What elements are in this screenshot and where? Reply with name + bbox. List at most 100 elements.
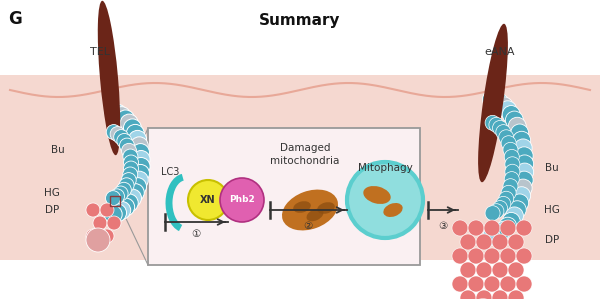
- Text: HG: HG: [44, 188, 60, 198]
- Text: ①: ①: [191, 229, 200, 239]
- Circle shape: [476, 262, 492, 278]
- Circle shape: [487, 91, 505, 109]
- Circle shape: [468, 220, 484, 236]
- Circle shape: [124, 119, 142, 137]
- Text: Bu: Bu: [545, 163, 559, 173]
- Ellipse shape: [478, 24, 508, 182]
- Circle shape: [511, 124, 529, 142]
- Circle shape: [86, 228, 110, 252]
- Text: HG: HG: [544, 205, 560, 215]
- Circle shape: [496, 196, 511, 211]
- Ellipse shape: [293, 201, 311, 213]
- Text: G: G: [8, 10, 22, 28]
- Ellipse shape: [383, 203, 403, 217]
- Circle shape: [515, 171, 533, 189]
- Text: mitochondria: mitochondria: [271, 156, 340, 166]
- Circle shape: [508, 201, 526, 219]
- Circle shape: [452, 220, 468, 236]
- Circle shape: [132, 150, 150, 169]
- Circle shape: [499, 217, 517, 235]
- Circle shape: [113, 186, 128, 201]
- Circle shape: [499, 101, 517, 119]
- Circle shape: [113, 201, 131, 219]
- Circle shape: [503, 179, 518, 194]
- Text: Phb2: Phb2: [229, 196, 255, 205]
- Circle shape: [128, 130, 146, 148]
- Circle shape: [468, 276, 484, 292]
- Circle shape: [93, 216, 107, 230]
- Circle shape: [515, 147, 533, 165]
- Text: eANA: eANA: [485, 47, 515, 57]
- Circle shape: [123, 167, 138, 182]
- Circle shape: [500, 248, 516, 264]
- Ellipse shape: [307, 209, 323, 221]
- Circle shape: [482, 90, 500, 108]
- Circle shape: [460, 262, 476, 278]
- Circle shape: [508, 234, 524, 250]
- Circle shape: [220, 178, 264, 222]
- Circle shape: [120, 194, 138, 212]
- Circle shape: [492, 262, 508, 278]
- Text: Summary: Summary: [259, 13, 341, 28]
- Circle shape: [121, 173, 136, 187]
- Circle shape: [460, 290, 476, 299]
- Circle shape: [491, 224, 509, 242]
- Circle shape: [512, 187, 530, 205]
- Bar: [148, 128, 420, 265]
- Circle shape: [505, 164, 520, 179]
- Circle shape: [468, 248, 484, 264]
- Circle shape: [516, 276, 532, 292]
- Circle shape: [116, 110, 134, 128]
- Circle shape: [109, 104, 127, 122]
- Circle shape: [476, 290, 492, 299]
- Circle shape: [460, 234, 476, 250]
- Circle shape: [516, 220, 532, 236]
- Circle shape: [501, 185, 516, 200]
- Circle shape: [476, 234, 492, 250]
- Circle shape: [132, 158, 150, 176]
- Text: TEL: TEL: [90, 47, 110, 57]
- Circle shape: [508, 262, 524, 278]
- Circle shape: [514, 179, 532, 197]
- Circle shape: [516, 248, 532, 264]
- Circle shape: [106, 125, 121, 140]
- Circle shape: [514, 139, 532, 157]
- Circle shape: [119, 178, 134, 193]
- Circle shape: [504, 150, 519, 164]
- Circle shape: [511, 194, 529, 212]
- Circle shape: [109, 189, 124, 204]
- Circle shape: [508, 117, 526, 135]
- Circle shape: [501, 136, 516, 151]
- Circle shape: [515, 155, 533, 173]
- Text: ②: ②: [304, 221, 313, 231]
- Circle shape: [86, 203, 100, 217]
- Circle shape: [489, 204, 504, 219]
- Bar: [110, 196, 120, 206]
- Circle shape: [126, 184, 144, 202]
- Circle shape: [493, 120, 508, 135]
- Circle shape: [482, 228, 500, 246]
- Circle shape: [492, 290, 508, 299]
- Circle shape: [484, 248, 500, 264]
- Circle shape: [131, 164, 149, 182]
- Text: Bu: Bu: [51, 145, 65, 155]
- Circle shape: [126, 124, 144, 142]
- Circle shape: [100, 203, 114, 217]
- Circle shape: [499, 130, 514, 145]
- Circle shape: [107, 216, 121, 230]
- Circle shape: [104, 103, 122, 120]
- Circle shape: [515, 163, 533, 181]
- Circle shape: [493, 201, 508, 216]
- Circle shape: [502, 106, 520, 123]
- Circle shape: [86, 229, 100, 243]
- Circle shape: [120, 114, 138, 132]
- Ellipse shape: [98, 1, 120, 155]
- Circle shape: [452, 248, 468, 264]
- Ellipse shape: [282, 190, 338, 231]
- Circle shape: [104, 205, 122, 223]
- Circle shape: [487, 226, 505, 245]
- Circle shape: [117, 133, 132, 149]
- Circle shape: [485, 115, 500, 130]
- Circle shape: [113, 129, 128, 145]
- Circle shape: [100, 229, 114, 243]
